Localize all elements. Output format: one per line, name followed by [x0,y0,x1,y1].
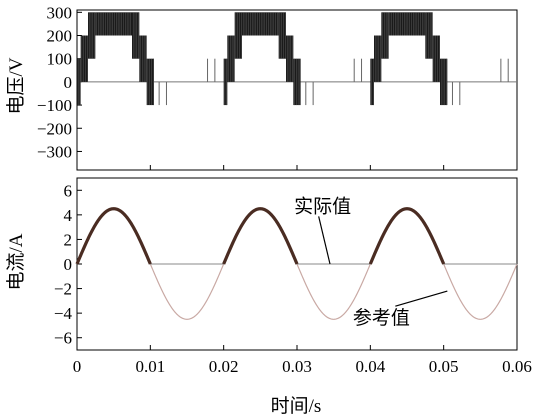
voltage-burst-segment [370,58,374,106]
voltage-burst-segment [146,58,154,106]
actual-current-hump [75,207,152,265]
voltage-burst-segment [139,35,147,82]
voltage-burst-segment [227,35,235,82]
voltage-y-tick-label: 300 [47,3,73,22]
voltage-pulse-burst [370,12,448,106]
voltage-burst-segment [381,12,389,59]
series-annotation-label: 参考值 [353,307,410,329]
voltage-panel: 300 200 100 0 −100 −200 −300 [37,3,518,171]
voltage-burst-segment [440,58,448,106]
voltage-burst-segment [77,58,81,106]
voltage-burst-segment [132,12,140,59]
current-x-tick-label: 0.04 [355,357,385,376]
voltage-burst-segment [388,12,426,36]
voltage-burst-segment [293,58,301,106]
time-x-axis-label: 时间/s [271,395,322,417]
current-x-tick-label: 0.03 [282,357,312,376]
current-y-tick-label: −4 [54,304,73,323]
voltage-y-tick-label: −300 [37,142,72,161]
voltage-burst-segment [80,35,88,82]
voltage-burst-segment [374,35,382,82]
voltage-y-tick-label: 100 [47,50,73,69]
voltage-burst-segment [223,58,228,106]
voltage-burst-segment [432,35,440,82]
voltage-y-axis-label: 电压/V [5,57,27,114]
voltage-burst-segment [88,12,96,59]
series-annotation-pointer [318,216,331,265]
voltage-pulse-burst [77,12,154,106]
voltage-burst-segment [95,12,132,36]
voltage-y-tick-label: −100 [37,96,72,115]
voltage-burst-segment [278,12,286,59]
current-y-tick-label: −6 [54,329,72,348]
current-x-tick-label: 0.01 [135,357,165,376]
current-y-tick-label: 0 [64,255,73,274]
actual-current-hump [222,207,299,265]
current-y-tick-label: 6 [64,181,73,200]
current-x-tick-label: 0.05 [429,357,459,376]
current-y-axis-label: 电流/A [5,233,27,290]
voltage-burst-segment [242,12,279,36]
voltage-pulse-burst [223,12,301,106]
voltage-y-tick-label: −200 [37,119,72,138]
voltage-burst-segment [234,12,242,59]
voltage-burst-segment [286,35,294,82]
series-annotation-pointer [395,290,448,307]
current-x-tick-label: 0 [73,357,82,376]
voltage-y-tick-label: 200 [47,27,73,46]
voltage-y-tick-label: 0 [64,73,73,92]
voltage-burst-segment [425,12,433,59]
current-y-tick-label: 2 [64,230,73,249]
current-x-tick-label: 0.06 [502,357,532,376]
actual-current-hump [368,207,446,265]
current-y-tick-label: −2 [54,280,72,299]
current-x-tick-label: 0.02 [209,357,239,376]
series-annotation-label: 实际值 [294,195,351,217]
current-y-tick-label: 4 [64,206,73,225]
